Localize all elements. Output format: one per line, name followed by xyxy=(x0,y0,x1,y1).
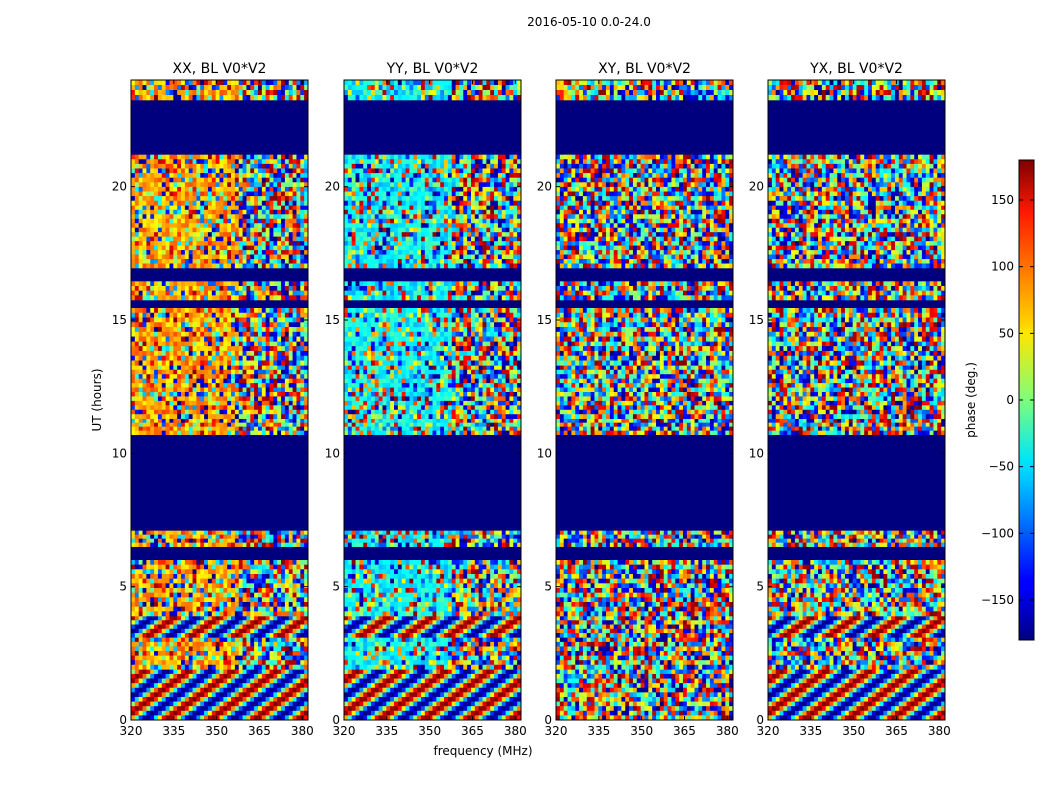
colorbar-tick-label: −150 xyxy=(981,593,1014,607)
panel-title: YX, BL V0*V2 xyxy=(809,61,903,77)
y-tick-label: 5 xyxy=(544,580,552,594)
y-tick-label: 10 xyxy=(749,446,764,460)
y-tick-label: 0 xyxy=(119,713,127,727)
x-tick-label: 380 xyxy=(504,724,527,738)
y-tick-label: 10 xyxy=(325,446,340,460)
y-tick-label: 0 xyxy=(756,713,764,727)
y-tick-label: 20 xyxy=(749,180,764,194)
y-tick-label: 20 xyxy=(537,180,552,194)
y-tick-label: 0 xyxy=(544,713,552,727)
colorbar-tick-label: −100 xyxy=(981,526,1014,540)
x-tick-label: 365 xyxy=(248,724,271,738)
colorbar-tick-label: 50 xyxy=(999,326,1014,340)
y-tick-label: 0 xyxy=(332,713,340,727)
y-tick-label: 15 xyxy=(537,313,552,327)
y-tick-label: 20 xyxy=(112,180,127,194)
colorbar-tick-label: −50 xyxy=(989,460,1014,474)
x-tick-label: 335 xyxy=(162,724,185,738)
x-tick-label: 320 xyxy=(333,724,356,738)
y-tick-label: 5 xyxy=(756,580,764,594)
heatmap-2 xyxy=(344,80,521,720)
y-axis-label: UT (hours) xyxy=(90,368,104,431)
colorbar-tick-label: 0 xyxy=(1006,393,1014,407)
y-tick-label: 5 xyxy=(332,580,340,594)
x-tick-label: 365 xyxy=(885,724,908,738)
x-tick-label: 350 xyxy=(205,724,228,738)
panel-3: XY, BL V0*V2 320 335 350 365 380 0 5 10 15 20 xyxy=(537,61,739,738)
x-tick-label: 335 xyxy=(587,724,610,738)
x-tick-label: 365 xyxy=(461,724,484,738)
x-tick-label: 335 xyxy=(799,724,822,738)
colorbar-label: phase (deg.) xyxy=(964,362,978,438)
panel-frame xyxy=(767,79,946,721)
panel-2: YY, BL V0*V2 320 335 350 365 380 0 5 10 15 20 xyxy=(325,61,527,738)
heatmap-1 xyxy=(131,80,308,720)
colorbar-tick-label: 100 xyxy=(991,260,1014,274)
y-tick-label: 10 xyxy=(537,446,552,460)
x-tick-label: 380 xyxy=(291,724,314,738)
panel-1: XX, BL V0*V2 320 335 350 365 380 0 5 10 15 20 xyxy=(112,61,314,738)
x-tick-label: 380 xyxy=(928,724,951,738)
colorbar-ticks: −150 −100 −50 0 50 100 150 xyxy=(981,193,1034,607)
y-tick-label: 15 xyxy=(325,313,340,327)
x-tick-label: 320 xyxy=(120,724,143,738)
panel-frame xyxy=(555,79,734,721)
y-tick-label: 20 xyxy=(325,180,340,194)
x-tick-label: 335 xyxy=(375,724,398,738)
x-tick-label: 350 xyxy=(418,724,441,738)
colorbar: −150 −100 −50 0 50 100 150 phase (deg.) xyxy=(964,159,1035,641)
y-tick-label: 15 xyxy=(749,313,764,327)
panel-frame xyxy=(130,79,309,721)
colorbar-tick-label: 150 xyxy=(991,193,1014,207)
x-tick-label: 320 xyxy=(757,724,780,738)
x-tick-label: 320 xyxy=(545,724,568,738)
panel-title: YY, BL V0*V2 xyxy=(386,61,479,77)
x-tick-label: 380 xyxy=(716,724,739,738)
panel-frame xyxy=(343,79,522,721)
heatmap-4 xyxy=(768,80,945,720)
x-axis-label: frequency (MHz) xyxy=(433,744,532,758)
panel-4: YX, BL V0*V2 320 335 350 365 380 0 5 10 15 20 xyxy=(749,61,951,738)
x-tick-label: 350 xyxy=(630,724,653,738)
y-tick-label: 15 xyxy=(112,313,127,327)
x-tick-label: 365 xyxy=(673,724,696,738)
y-tick-label: 5 xyxy=(119,580,127,594)
x-tick-label: 350 xyxy=(842,724,865,738)
panel-title: XX, BL V0*V2 xyxy=(173,61,267,77)
y-tick-label: 10 xyxy=(112,446,127,460)
figure-suptitle: 2016-05-10 0.0-24.0 xyxy=(527,15,651,29)
heatmap-3 xyxy=(556,80,733,720)
panel-title: XY, BL V0*V2 xyxy=(598,61,691,77)
